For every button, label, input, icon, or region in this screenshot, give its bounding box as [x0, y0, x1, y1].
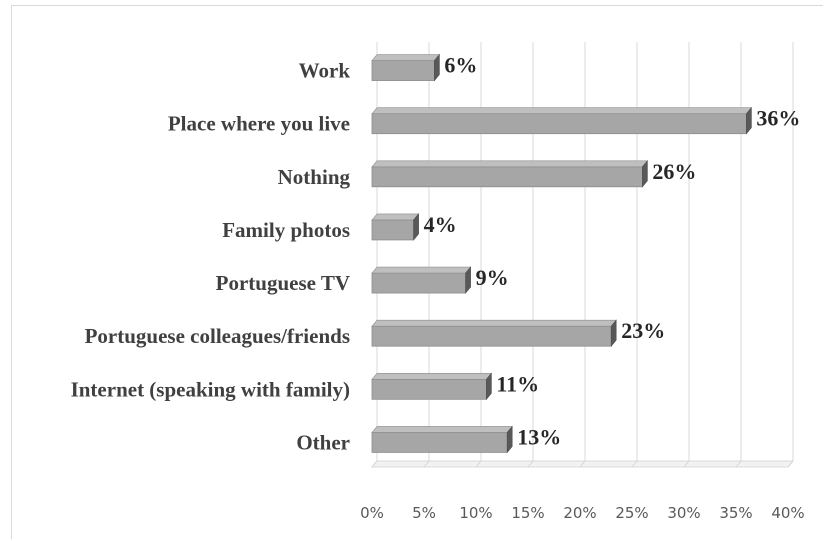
gridline-floor	[527, 460, 534, 468]
data-label: 36%	[756, 106, 800, 131]
data-label: 23%	[621, 318, 665, 343]
bar-end-face	[610, 319, 617, 348]
category-label: Portuguese colleagues/friends	[85, 324, 350, 348]
bar-end-face	[746, 106, 752, 135]
x-tick-label: 25%	[615, 504, 648, 522]
x-tick-label: 5%	[412, 504, 436, 522]
category-label: Internet (speaking with family)	[71, 377, 350, 401]
bar-top-face	[371, 319, 617, 327]
bar-top-face	[371, 213, 420, 221]
x-tick-label: 35%	[719, 504, 752, 522]
bar	[371, 378, 487, 400]
data-label: 26%	[652, 159, 696, 184]
x-tick-label: 20%	[563, 504, 596, 522]
chart-frame	[11, 5, 823, 539]
data-label: 11%	[496, 371, 539, 396]
bar-end-face	[486, 372, 492, 401]
x-tick-label: 15%	[511, 504, 544, 522]
gridline-floor	[683, 460, 690, 468]
data-label: 13%	[517, 424, 561, 449]
gridline-floor	[631, 460, 638, 468]
x-tick-label: 40%	[771, 504, 804, 522]
x-tick-label: 0%	[360, 504, 384, 522]
category-label: Place where you live	[168, 112, 350, 136]
gridline-floor	[787, 460, 794, 468]
category-label: Portuguese TV	[216, 271, 350, 295]
category-label: Family photos	[222, 218, 350, 242]
category-label: Other	[296, 430, 350, 454]
bar-top-face	[371, 107, 753, 114]
bar-end-face	[506, 425, 513, 454]
data-label: 6%	[444, 53, 477, 78]
data-label: 4%	[424, 212, 457, 237]
bar	[371, 432, 508, 453]
bar-end-face	[642, 159, 648, 188]
bar	[371, 325, 612, 347]
bar-top-face	[371, 266, 472, 274]
bar-end-face	[413, 213, 419, 241]
bar-top-face	[371, 373, 493, 380]
category-label: Nothing	[278, 165, 351, 189]
bar	[371, 166, 643, 188]
category-label: Work	[299, 59, 351, 83]
bar	[371, 60, 435, 81]
gridline-floor	[475, 460, 482, 468]
gridline-floor	[371, 460, 378, 468]
data-label: 9%	[476, 265, 509, 290]
bar-end-face	[465, 266, 471, 294]
bar-top-face	[371, 54, 441, 61]
bar	[371, 272, 466, 294]
x-tick-label: 10%	[459, 504, 492, 522]
bar	[371, 113, 747, 135]
bar-top-face	[371, 160, 649, 168]
gridline-floor	[423, 460, 430, 468]
bar-top-face	[371, 426, 513, 433]
bar	[371, 219, 414, 241]
bar-end-face	[434, 53, 440, 82]
gridline-floor	[735, 460, 742, 468]
gridline-floor	[579, 460, 586, 468]
x-tick-label: 30%	[667, 504, 700, 522]
